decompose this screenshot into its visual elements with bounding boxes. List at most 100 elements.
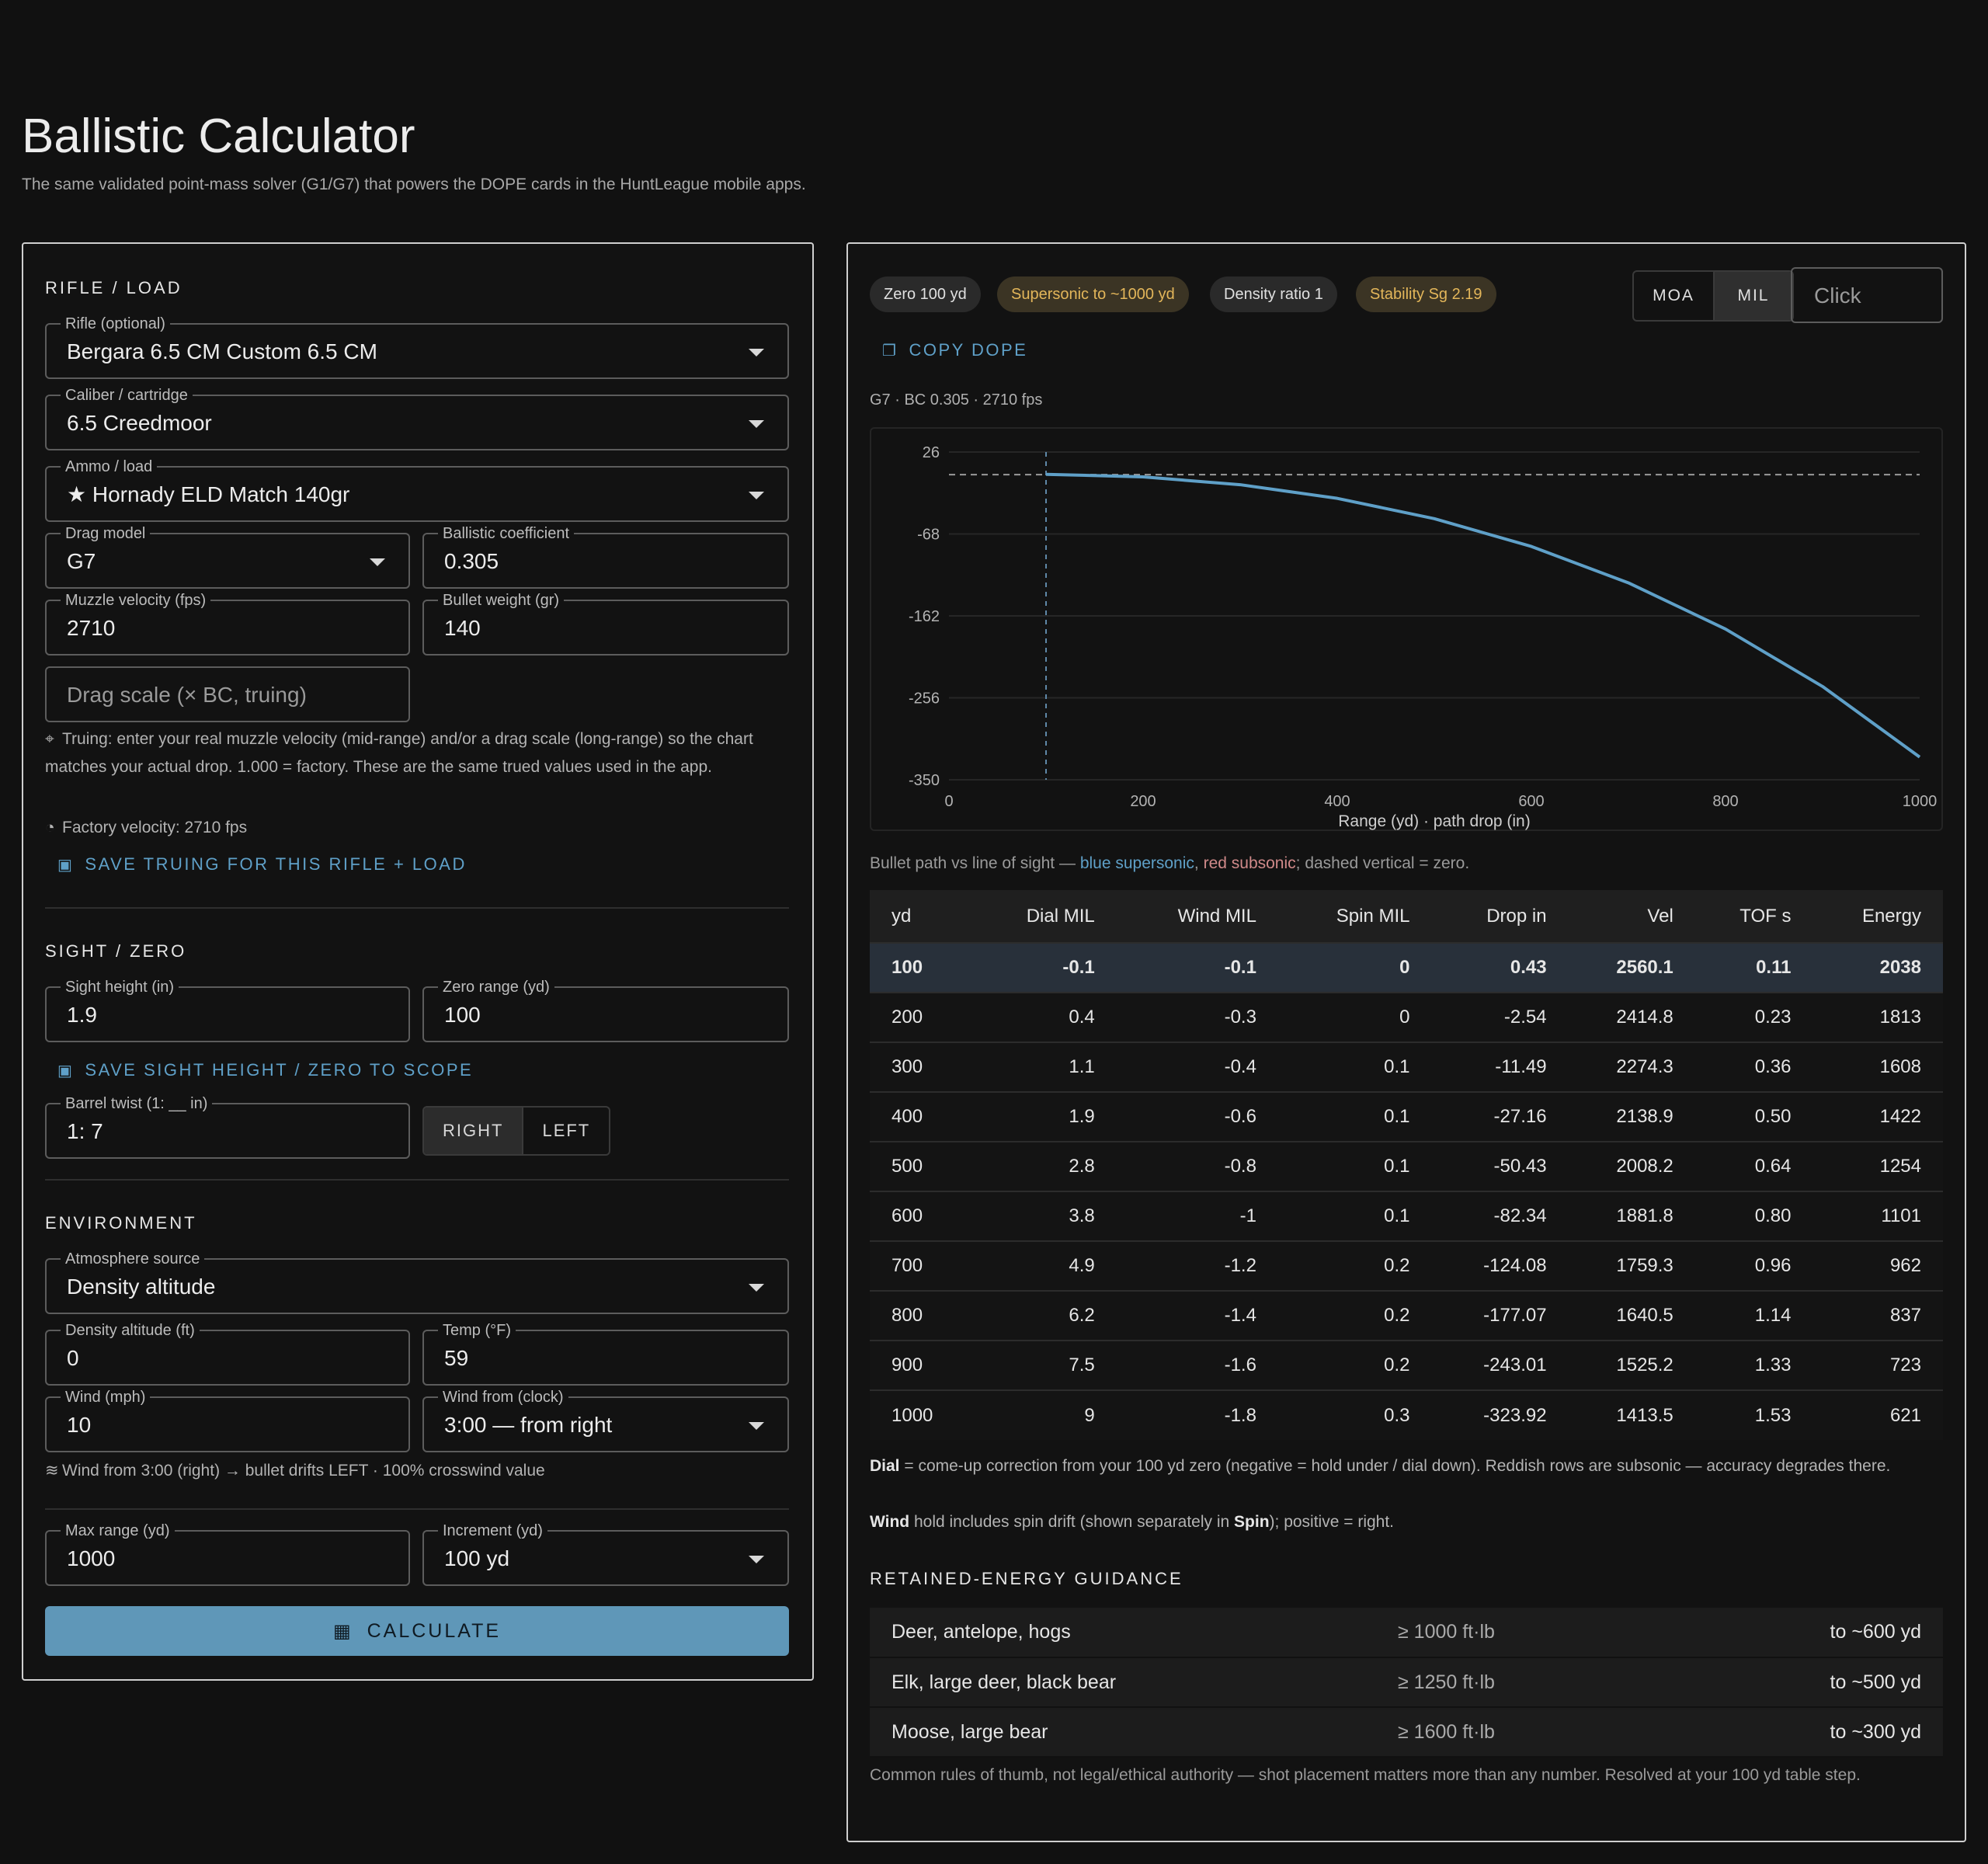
table-cell: -0.1 xyxy=(1116,942,1278,993)
twist-left-button[interactable]: LEFT xyxy=(522,1108,609,1154)
bullet-weight-field[interactable]: Bullet weight (gr) 140 xyxy=(422,591,789,656)
table-cell: 0.11 xyxy=(1694,942,1813,993)
table-cell: 0.36 xyxy=(1694,1042,1813,1092)
calculator-icon: ▦ xyxy=(332,1620,353,1642)
table-cell: -177.07 xyxy=(1431,1290,1569,1341)
table-cell: 200 xyxy=(870,992,971,1042)
wind-from-select[interactable]: Wind from (clock) 3:00 — from right xyxy=(422,1388,789,1452)
caliber-select[interactable]: Caliber / cartridge 6.5 Creedmoor xyxy=(45,386,789,450)
twist-right-button[interactable]: RIGHT xyxy=(424,1108,523,1154)
bc-label: Ballistic coefficient xyxy=(438,524,575,543)
table-cell: -0.6 xyxy=(1116,1091,1278,1142)
table-cell: 962 xyxy=(1812,1240,1943,1291)
bullet-weight-value: 140 xyxy=(444,616,481,640)
bc-field[interactable]: Ballistic coefficient 0.305 xyxy=(422,524,789,589)
rifle-select[interactable]: Rifle (optional) Bergara 6.5 CM Custom 6… xyxy=(45,315,789,379)
temp-field[interactable]: Temp (°F) 59 xyxy=(422,1321,789,1386)
table-row: 300 1.1 -0.4 0.1 -11.49 2274.3 0.36 1608 xyxy=(870,1042,1943,1092)
wind-speed-value: 10 xyxy=(67,1413,92,1437)
divider xyxy=(45,907,789,909)
x-tick-label: 800 xyxy=(1712,793,1738,810)
x-tick-label: 200 xyxy=(1130,793,1156,810)
inputs-panel: RIFLE / LOAD Rifle (optional) Bergara 6.… xyxy=(22,242,814,1681)
barrel-twist-value: 1: 7 xyxy=(67,1119,103,1143)
chart-caption: Bullet path vs line of sight — blue supe… xyxy=(870,854,1469,873)
muzzle-velocity-field[interactable]: Muzzle velocity (fps) 2710 xyxy=(45,591,410,656)
table-cell: -82.34 xyxy=(1431,1191,1569,1241)
density-altitude-label: Density altitude (ft) xyxy=(61,1321,200,1340)
table-row: 800 6.2 -1.4 0.2 -177.07 1640.5 1.14 837 xyxy=(870,1290,1943,1341)
save-sight-label: SAVE SIGHT HEIGHT / ZERO TO SCOPE xyxy=(85,1060,474,1080)
chevron-down-icon xyxy=(749,349,764,356)
table-cell: 0.1 xyxy=(1277,1091,1432,1142)
divider xyxy=(45,1508,789,1510)
table-cell: 1413.5 xyxy=(1568,1389,1695,1440)
dial-note: Dial = come-up correction from your 100 … xyxy=(870,1452,1943,1480)
temp-value: 59 xyxy=(444,1346,469,1370)
x-axis-label: Range (yd) · path drop (in) xyxy=(1338,812,1530,830)
moa-button[interactable]: MOA xyxy=(1653,287,1694,304)
barrel-twist-field[interactable]: Barrel twist (1: __ in) 1: 7 xyxy=(45,1094,410,1159)
x-tick-label: 600 xyxy=(1518,793,1544,810)
column-header: Wind MIL xyxy=(1116,890,1278,943)
table-cell: 0.1 xyxy=(1277,1141,1432,1191)
table-cell: 1000 xyxy=(870,1389,971,1440)
wind-icon: ≋ xyxy=(45,1462,59,1480)
bc-value: 0.305 xyxy=(444,549,499,573)
energy-game: Elk, large deer, black bear xyxy=(870,1657,1398,1708)
chevron-down-icon xyxy=(749,1556,764,1563)
table-cell: -243.01 xyxy=(1431,1340,1569,1390)
table-cell: 2038 xyxy=(1812,942,1943,993)
energy-table: Deer, antelope, hogs ≥ 1000 ft·lb to ~600 … xyxy=(870,1608,1943,1758)
table-row: 200 0.4 -0.3 0 -2.54 2414.8 0.23 1813 xyxy=(870,992,1943,1042)
table-cell: -323.92 xyxy=(1431,1389,1569,1440)
table-cell: 3.8 xyxy=(971,1191,1117,1241)
atmosphere-label: Atmosphere source xyxy=(61,1250,205,1268)
ammo-value: ★ Hornady ELD Match 140gr xyxy=(67,482,350,506)
ammo-label: Ammo / load xyxy=(61,457,158,476)
save-truing-button[interactable]: ▣ SAVE TRUING FOR THIS RIFLE + LOAD xyxy=(57,854,467,875)
table-cell: 0.64 xyxy=(1694,1141,1813,1191)
sight-height-field[interactable]: Sight height (in) 1.9 xyxy=(45,978,410,1042)
increment-select[interactable]: Increment (yd) 100 yd xyxy=(422,1521,789,1586)
atmosphere-select[interactable]: Atmosphere source Density altitude xyxy=(45,1250,789,1314)
factory-velocity-note: ◔ Factory velocity: 2710 fps xyxy=(45,814,791,842)
table-cell: 0.2 xyxy=(1277,1240,1432,1291)
table-row: 600 3.8 -1 0.1 -82.34 1881.8 0.80 1101 xyxy=(870,1191,1943,1241)
copy-dope-button[interactable]: ❐ COPY DOPE xyxy=(882,340,1027,360)
wind-speed-field[interactable]: Wind (mph) 10 xyxy=(45,1388,410,1452)
zero-range-value: 100 xyxy=(444,1003,481,1027)
calculate-label: CALCULATE xyxy=(367,1619,502,1642)
table-row: 500 2.8 -0.8 0.1 -50.43 2008.2 0.64 1254 xyxy=(870,1141,1943,1191)
density-altitude-field[interactable]: Density altitude (ft) 0 xyxy=(45,1321,410,1386)
drag-model-select[interactable]: Drag model G7 xyxy=(45,524,410,589)
speedometer-icon: ◔ xyxy=(45,819,55,836)
ammo-select[interactable]: Ammo / load ★ Hornady ELD Match 140gr xyxy=(45,457,789,522)
energy-threshold: ≥ 1250 ft·lb xyxy=(1398,1657,1650,1708)
energy-table-body: Deer, antelope, hogs ≥ 1000 ft·lb to ~600 … xyxy=(870,1608,1943,1758)
x-tick-label: 0 xyxy=(944,793,953,810)
increment-value: 100 yd xyxy=(444,1546,510,1570)
energy-range: to ~500 yd xyxy=(1649,1657,1943,1708)
save-sight-button[interactable]: ▣ SAVE SIGHT HEIGHT / ZERO TO SCOPE xyxy=(57,1060,473,1080)
muzzle-velocity-value: 2710 xyxy=(67,616,116,640)
table-cell: -1.8 xyxy=(1116,1389,1278,1440)
zero-range-field[interactable]: Zero range (yd) 100 xyxy=(422,978,789,1042)
max-range-field[interactable]: Max range (yd) 1000 xyxy=(45,1521,410,1586)
energy-footnote: Common rules of thumb, not legal/ethical… xyxy=(870,1766,1861,1784)
muzzle-velocity-label: Muzzle velocity (fps) xyxy=(61,591,211,610)
energy-row: Elk, large deer, black bear ≥ 1250 ft·lb t… xyxy=(870,1657,1943,1708)
results-panel: Zero 100 yd Supersonic to ~1000 yd Densi… xyxy=(846,242,1966,1842)
click-value-field[interactable]: Click xyxy=(1791,267,1943,323)
drag-scale-field[interactable]: Drag scale (× BC, truing) xyxy=(45,666,410,722)
sight-zero-heading: SIGHT / ZERO xyxy=(45,941,187,961)
rifle-load-heading: RIFLE / LOAD xyxy=(45,278,182,297)
wind-note-text2: ); positive = right. xyxy=(1269,1513,1395,1531)
mil-button[interactable]: MIL xyxy=(1713,272,1792,320)
energy-heading: RETAINED-ENERGY GUIDANCE xyxy=(870,1569,1183,1588)
table-cell: -0.4 xyxy=(1116,1042,1278,1092)
dope-table-header: yd Dial MIL Wind MIL Spin MIL Drop in Vel TOF … xyxy=(870,890,1943,943)
stability-chip: Stability Sg 2.19 xyxy=(1356,276,1496,312)
wind-note-bold2: Spin xyxy=(1234,1513,1270,1531)
calculate-button[interactable]: ▦ CALCULATE xyxy=(45,1606,789,1656)
